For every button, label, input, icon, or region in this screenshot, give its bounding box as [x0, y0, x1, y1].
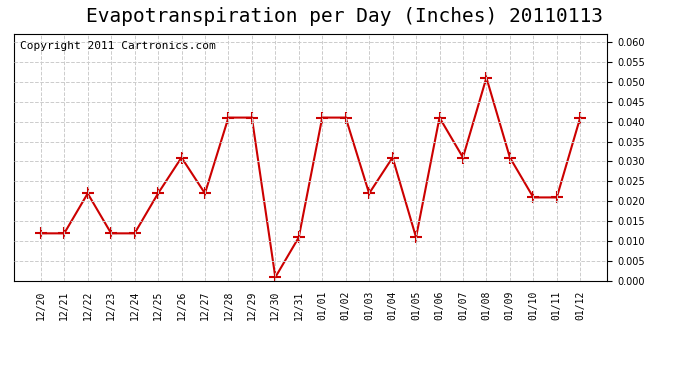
Text: Evapotranspiration per Day (Inches) 20110113: Evapotranspiration per Day (Inches) 2011…	[86, 8, 604, 27]
Text: Copyright 2011 Cartronics.com: Copyright 2011 Cartronics.com	[20, 41, 215, 51]
